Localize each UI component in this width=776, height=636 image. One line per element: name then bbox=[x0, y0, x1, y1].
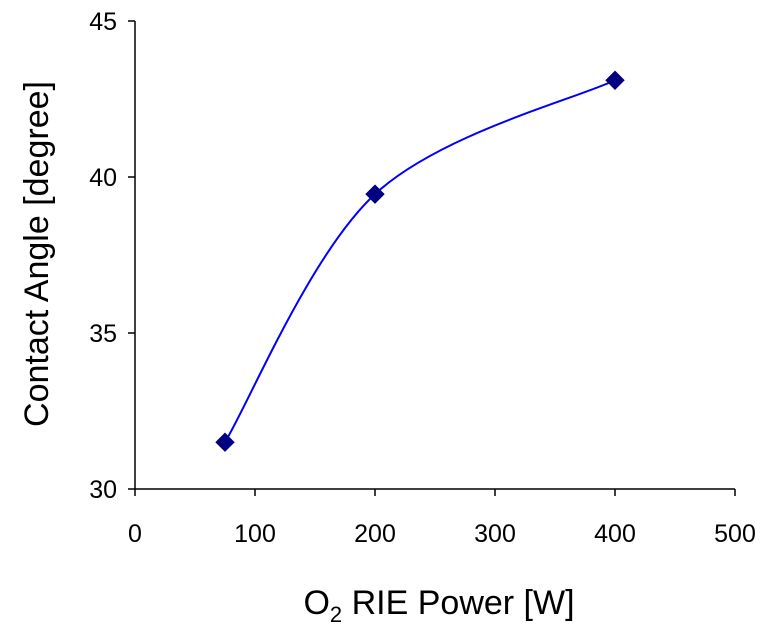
x-tick-label: 0 bbox=[128, 520, 142, 548]
series bbox=[224, 79, 616, 443]
y-tick-label: 45 bbox=[89, 8, 117, 36]
y-tick-label: 40 bbox=[89, 164, 117, 192]
axes bbox=[134, 21, 735, 490]
x-axis-title-subscript: 2 bbox=[330, 602, 342, 627]
x-axis-title-main: O bbox=[303, 584, 329, 622]
data-point-diamond bbox=[365, 184, 385, 204]
x-axis-title-rest: RIE Power [W] bbox=[342, 584, 574, 622]
x-tick-label: 100 bbox=[234, 520, 276, 548]
data-point-diamond bbox=[605, 70, 625, 90]
x-tick-label: 500 bbox=[714, 520, 756, 548]
y-axis-title: Contact Angle [degree] bbox=[18, 81, 56, 427]
x-axis-title: O2 RIE Power [W] bbox=[303, 584, 574, 627]
x-tick-label: 400 bbox=[594, 520, 636, 548]
ticks bbox=[128, 20, 736, 496]
x-tick-label: 300 bbox=[474, 520, 516, 548]
y-tick-label: 35 bbox=[89, 320, 117, 348]
series-line bbox=[224, 79, 616, 443]
tick-labels: 0 100 200 300 400 500 30 35 40 45 bbox=[89, 8, 756, 548]
markers bbox=[215, 70, 625, 452]
y-tick-label: 30 bbox=[89, 476, 117, 504]
data-point-diamond bbox=[215, 432, 235, 452]
x-tick-label: 200 bbox=[354, 520, 396, 548]
